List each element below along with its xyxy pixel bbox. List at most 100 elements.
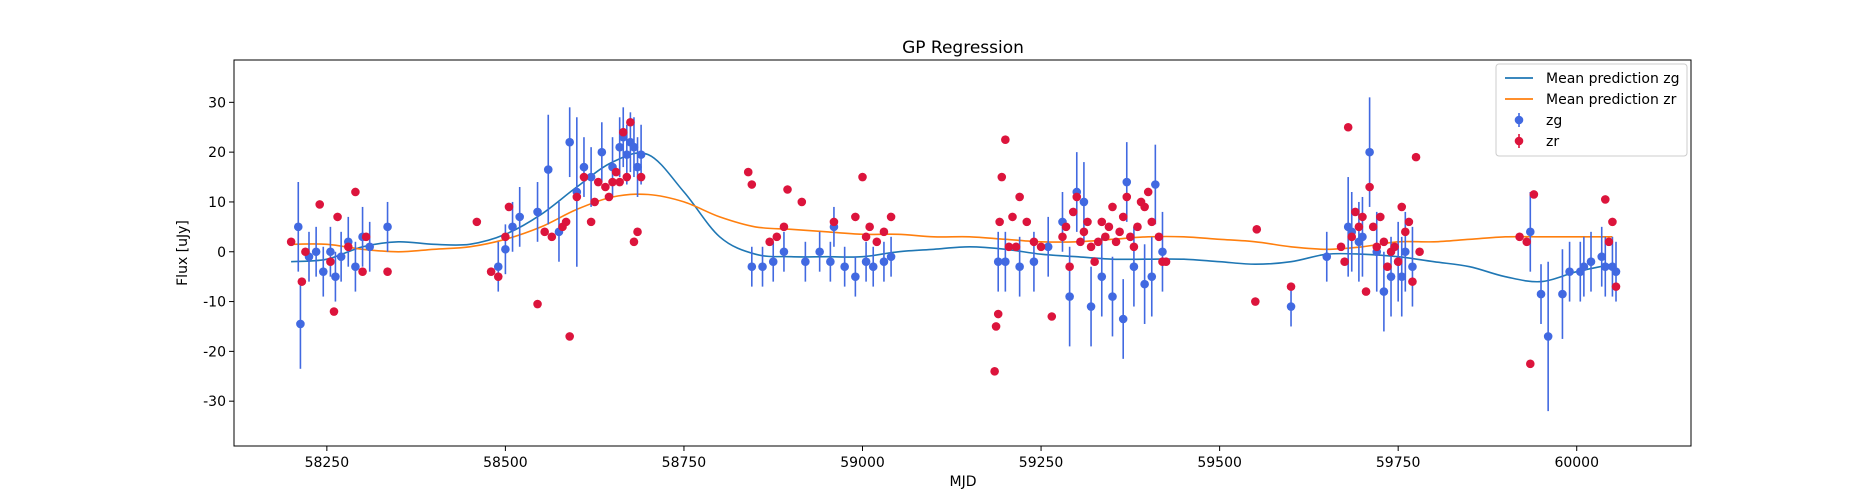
data-point-zr <box>1022 217 1032 227</box>
data-point-zg <box>493 262 503 271</box>
data-point-zr <box>1515 232 1524 242</box>
data-point-zg <box>383 222 392 232</box>
data-point-zr <box>1415 247 1424 257</box>
data-point-zr <box>472 217 482 227</box>
data-point-zg <box>351 262 360 271</box>
data-point-zr <box>286 237 296 247</box>
data-point-zr <box>1529 190 1539 199</box>
data-point-zr <box>1015 192 1024 202</box>
data-point-zr <box>1343 122 1353 132</box>
data-point-zr <box>1286 282 1296 291</box>
data-point-zg <box>336 252 346 262</box>
data-point-zr <box>604 192 614 202</box>
data-point-zg <box>1358 232 1367 242</box>
data-point-zg <box>597 147 607 157</box>
y-tick-label: 30 <box>208 95 226 111</box>
x-tick-label: 59750 <box>1376 455 1421 471</box>
data-point-zr <box>586 217 596 227</box>
data-point-zg <box>1043 242 1053 252</box>
data-point-zr <box>343 242 353 252</box>
data-point-zr <box>504 202 514 212</box>
data-point-zr <box>1093 237 1103 247</box>
data-point-zr <box>540 227 549 237</box>
data-point-zr <box>618 127 628 137</box>
data-point-zr <box>486 267 496 276</box>
data-point-zg <box>879 257 889 267</box>
data-point-zr <box>858 172 867 182</box>
data-point-zr <box>565 332 574 341</box>
data-point-zr <box>622 172 632 182</box>
data-point-zr <box>579 172 589 182</box>
data-point-zg <box>1029 257 1039 267</box>
data-point-zr <box>1143 187 1153 197</box>
data-point-zr <box>747 180 757 189</box>
data-point-zg <box>1365 147 1374 157</box>
data-point-zr <box>561 217 571 227</box>
data-point-zg <box>1015 262 1024 271</box>
data-point-zr <box>1526 359 1535 369</box>
data-point-zg <box>1600 262 1610 271</box>
data-point-zg <box>1129 262 1139 271</box>
data-point-zg <box>1379 287 1389 296</box>
data-point-zr <box>1104 222 1114 232</box>
data-point-zr <box>329 307 339 316</box>
x-tick-label: 59000 <box>840 455 885 471</box>
x-axis-label: MJD <box>950 474 977 490</box>
data-point-zg <box>565 137 574 147</box>
data-point-zg <box>1397 272 1407 281</box>
data-point-zg <box>815 247 824 257</box>
data-point-zr <box>572 192 582 202</box>
data-point-zr <box>1076 237 1085 247</box>
data-point-zr <box>633 227 642 237</box>
data-point-zr <box>1154 232 1164 242</box>
data-point-zg <box>840 262 849 271</box>
legend-label: Mean prediction zg <box>1546 71 1680 87</box>
y-tick-label: 20 <box>208 145 226 161</box>
data-point-zg <box>1579 262 1589 271</box>
data-point-zg <box>622 150 632 159</box>
x-tick-label: 58500 <box>483 455 528 471</box>
data-point-zr <box>1118 212 1128 222</box>
legend-item-mean-zr: Mean prediction zr <box>1505 92 1677 108</box>
data-point-zr <box>1004 242 1014 252</box>
data-point-zr <box>1379 237 1389 247</box>
data-point-zg <box>1386 272 1396 281</box>
data-point-zg <box>1158 247 1167 257</box>
data-point-zr <box>879 227 889 237</box>
data-point-zr <box>1608 217 1617 227</box>
legend-box <box>1495 63 1688 157</box>
data-point-zg <box>318 267 328 276</box>
data-point-zg <box>293 222 303 232</box>
data-point-zr <box>626 117 635 127</box>
data-point-zr <box>1252 225 1262 234</box>
data-point-zr <box>301 247 310 257</box>
data-point-zr <box>779 222 789 232</box>
data-point-zg <box>1097 272 1107 281</box>
data-point-zr <box>1354 222 1364 232</box>
data-point-zr <box>991 322 1001 331</box>
data-point-zg <box>1140 279 1149 289</box>
data-point-zr <box>547 232 557 242</box>
data-point-zr <box>797 197 807 207</box>
data-point-zr <box>865 222 874 232</box>
y-tick-label: 10 <box>208 195 226 211</box>
data-point-zr <box>1358 212 1367 222</box>
ticks-layer: 58250 58500 58750 59000 59250 59500 59750 60000… <box>203 95 1599 471</box>
data-point-zr <box>1068 207 1078 217</box>
data-point-zr <box>351 187 360 197</box>
data-point-zg <box>868 262 878 271</box>
data-point-zr <box>765 237 774 247</box>
data-point-zr <box>629 237 639 247</box>
data-point-zg <box>1286 302 1296 311</box>
data-point-zr <box>1408 277 1417 286</box>
data-point-zr <box>1101 232 1110 242</box>
data-point-zg <box>615 142 624 152</box>
mean-prediction-line-zg <box>291 152 1613 283</box>
data-point-zg <box>1526 227 1535 237</box>
data-point-zr <box>1061 222 1071 232</box>
data-point-zg <box>1086 302 1096 311</box>
data-point-zr <box>1097 217 1107 227</box>
data-point-zr <box>1036 242 1046 252</box>
data-point-zr <box>1600 195 1610 204</box>
data-point-zr <box>783 185 792 194</box>
